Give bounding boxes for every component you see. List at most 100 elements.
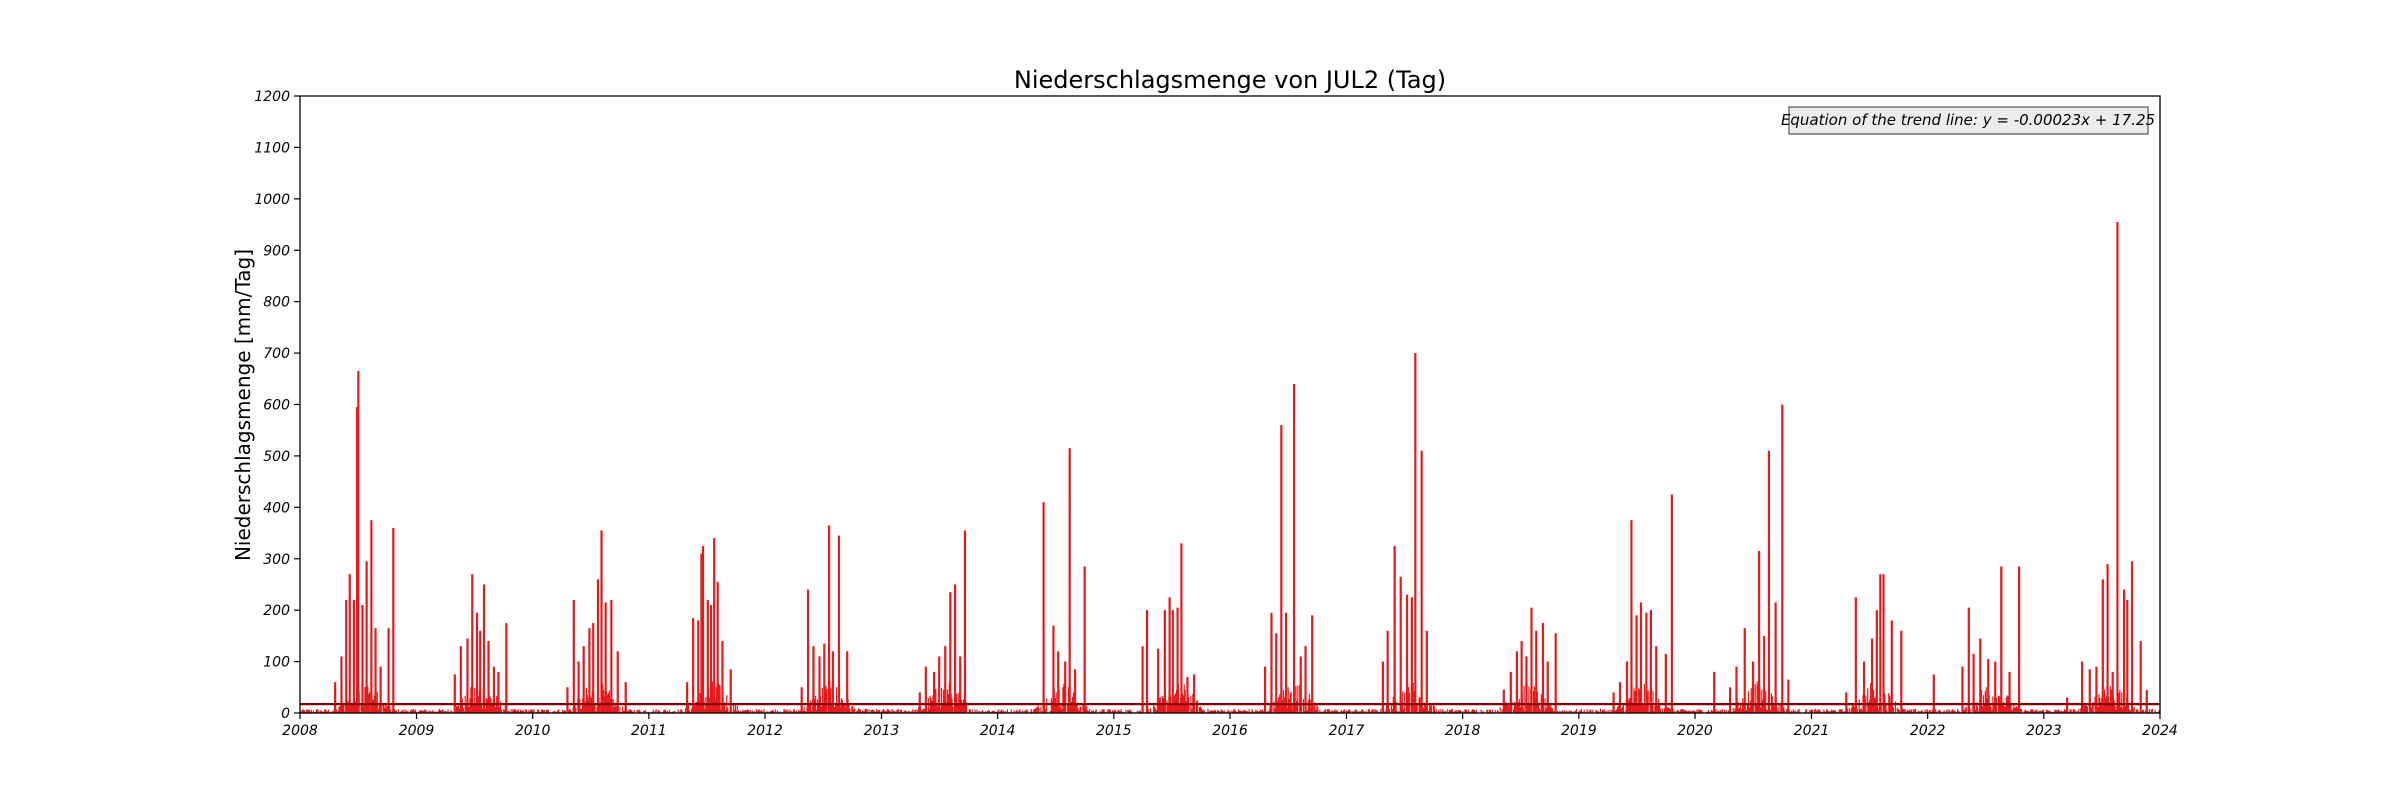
trend-annotation: Equation of the trend line: y = -0.00023… <box>1781 106 2155 135</box>
bar <box>963 530 967 713</box>
bar <box>577 661 580 713</box>
x-tick-label: 2024 <box>2142 723 2178 739</box>
bar <box>2095 666 2098 713</box>
bar <box>1425 630 1428 713</box>
bar <box>959 656 962 713</box>
bar <box>2088 669 2091 713</box>
bar <box>918 692 921 713</box>
bar <box>2106 563 2109 713</box>
bar <box>1967 607 1970 713</box>
bar <box>588 628 591 713</box>
bar <box>1280 425 1283 713</box>
bar <box>1979 638 1982 713</box>
y-tick-label: 500 <box>263 449 290 465</box>
bar <box>482 584 486 713</box>
bar <box>374 628 377 713</box>
y-tick-label: 900 <box>263 243 290 259</box>
bar <box>479 630 482 713</box>
bar <box>1410 597 1413 713</box>
bar <box>1180 543 1183 713</box>
x-tick-label: 2011 <box>631 723 667 739</box>
bar <box>466 638 469 713</box>
bar <box>2116 221 2119 713</box>
bar <box>1655 646 1658 713</box>
bar <box>1405 594 1409 713</box>
bar <box>1042 502 1045 713</box>
y-tick-label: 1200 <box>254 89 290 105</box>
bar <box>1757 551 1761 713</box>
x-tick-label: 2009 <box>399 723 435 739</box>
x-tick-label: 2019 <box>1561 723 1597 739</box>
bar <box>1639 602 1643 713</box>
bar <box>475 612 479 713</box>
x-tick-label: 2014 <box>980 723 1016 739</box>
bar <box>1381 661 1384 713</box>
bar <box>471 574 474 713</box>
bar <box>1393 545 1396 713</box>
y-tick-label: 200 <box>263 603 290 619</box>
bar <box>1554 633 1557 713</box>
bar <box>818 656 821 713</box>
bar <box>497 671 500 713</box>
bar <box>806 589 810 713</box>
bar <box>1961 666 1964 713</box>
y-tick-label: 1000 <box>254 192 290 208</box>
bar <box>352 599 355 713</box>
bar <box>365 561 368 713</box>
bar <box>1635 615 1638 713</box>
bar <box>823 643 826 713</box>
bar <box>837 535 841 713</box>
bar <box>933 671 936 713</box>
bar <box>566 687 569 713</box>
bar <box>392 527 395 713</box>
bar <box>1171 610 1174 713</box>
bar <box>616 651 619 713</box>
bar <box>1972 653 1975 713</box>
x-tick-label: 2010 <box>515 723 551 739</box>
bar <box>1299 656 1302 713</box>
bar <box>1735 666 1738 713</box>
bar <box>800 687 803 713</box>
y-tick-label: 800 <box>263 295 290 311</box>
bar <box>487 641 490 713</box>
x-tick-label: 2023 <box>2026 723 2062 739</box>
bar <box>1890 620 1893 713</box>
y-tick-label: 600 <box>263 398 290 414</box>
bar <box>1879 574 1882 713</box>
annotation-text: Equation of the trend line: y = -0.00023… <box>1781 111 2155 129</box>
bar <box>721 641 724 713</box>
bar <box>1285 612 1288 713</box>
bar <box>713 538 716 713</box>
bar <box>1057 651 1060 713</box>
bar <box>1052 625 1055 713</box>
bar <box>1664 653 1667 713</box>
bar <box>1386 630 1389 713</box>
bar <box>1502 689 1505 713</box>
bar <box>2111 671 2114 713</box>
bar <box>1787 679 1790 713</box>
bar <box>387 628 390 713</box>
bar <box>692 617 695 713</box>
bar <box>944 646 947 713</box>
bar <box>1292 383 1296 713</box>
bar <box>1713 671 1716 713</box>
annotation-box <box>1788 106 2149 135</box>
bar <box>2008 671 2011 713</box>
y-tick-label: 300 <box>263 552 290 568</box>
bar <box>700 553 703 713</box>
bar <box>1763 635 1766 714</box>
bar <box>1645 612 1648 713</box>
x-tick-label: 2013 <box>864 723 900 739</box>
bar <box>1530 607 1533 713</box>
bar <box>1870 638 1874 713</box>
bar <box>827 525 831 713</box>
bar <box>1193 674 1196 713</box>
bar <box>1270 612 1273 713</box>
y-ticks-group: 0 100 200 300 400 500 600 700 800 900 1000 1100 1200 <box>254 89 300 722</box>
bar <box>1168 597 1171 713</box>
bar <box>348 574 351 713</box>
bar <box>1311 615 1314 713</box>
bar <box>2145 689 2148 713</box>
bar <box>2081 661 2084 713</box>
